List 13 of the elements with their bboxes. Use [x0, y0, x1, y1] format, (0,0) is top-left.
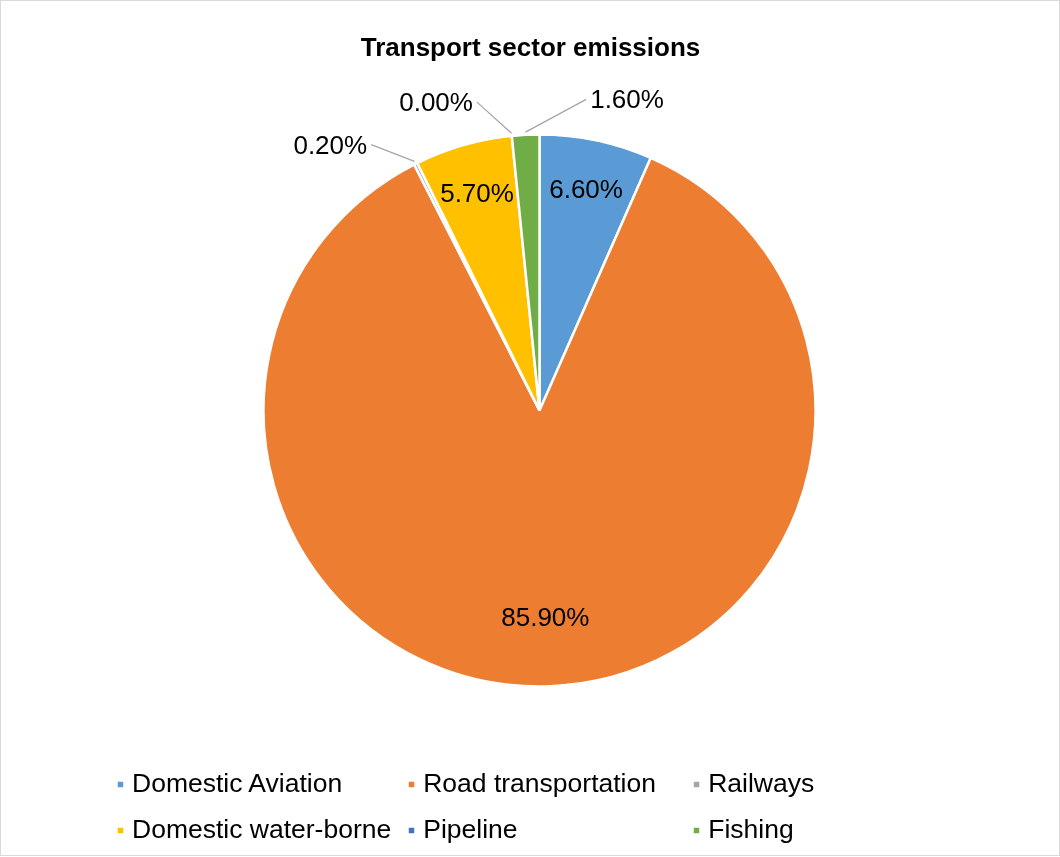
- legend-label: Domestic water-borne: [132, 814, 392, 845]
- data-label: 0.20%: [293, 129, 368, 160]
- legend-label: Railways: [708, 768, 816, 799]
- legend-label: Domestic Aviation: [132, 768, 344, 799]
- chart-title: Transport sector emissions: [360, 31, 701, 62]
- legend-label: Road transportation: [423, 768, 657, 799]
- text: 0.00%: [399, 87, 473, 118]
- legend-label: Pipeline: [423, 814, 519, 845]
- data-label: 85.90%: [501, 602, 590, 633]
- data-label: 5.70%: [440, 177, 514, 208]
- data-label: 1.60%: [590, 84, 664, 115]
- data-label: 6.60%: [549, 174, 623, 205]
- legend-label: Fishing: [708, 814, 795, 845]
